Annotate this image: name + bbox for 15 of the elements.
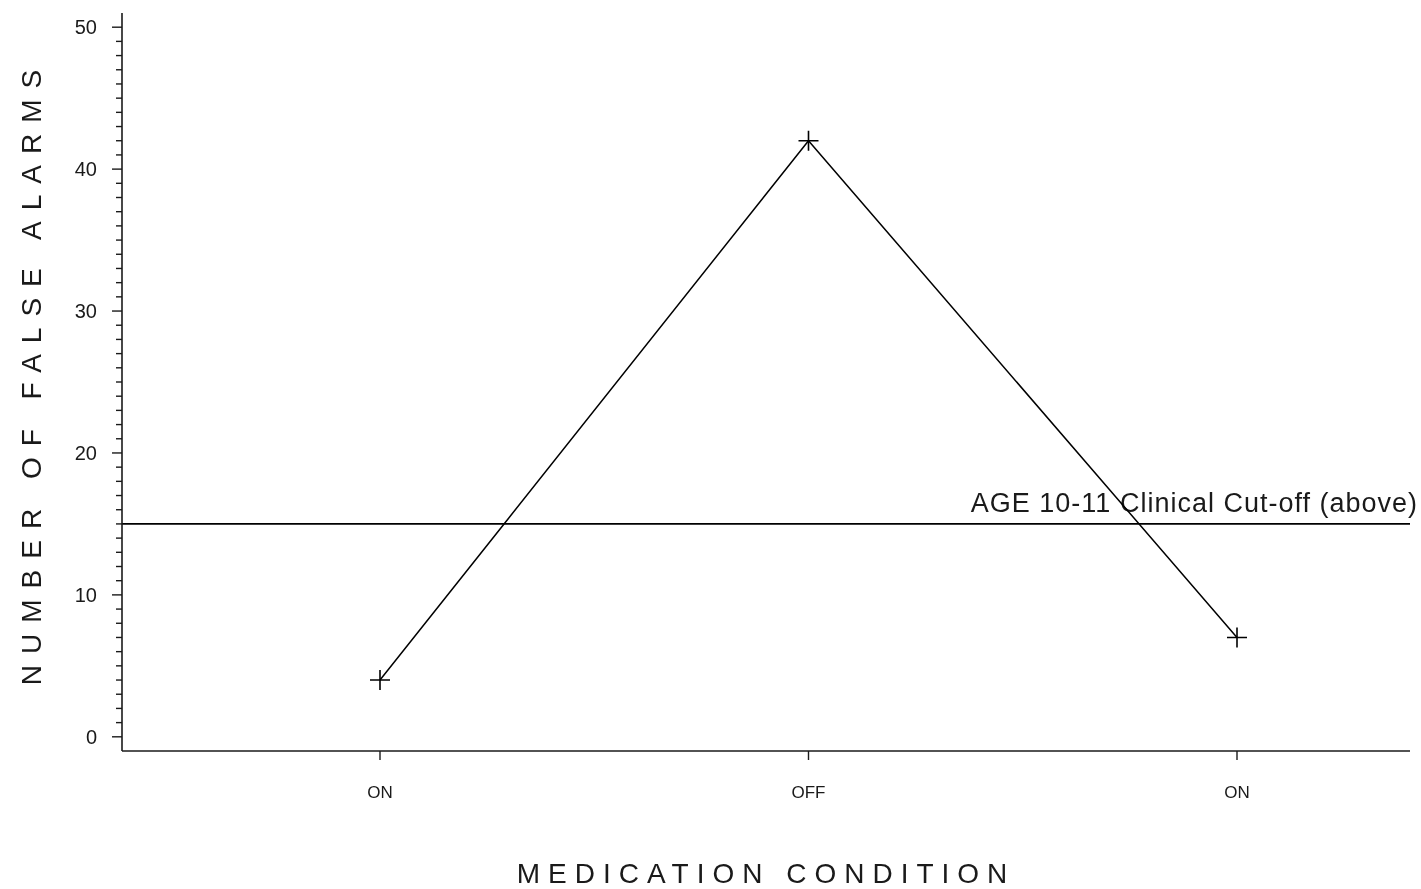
point <box>1226 626 1248 649</box>
x-tick-label: ON <box>367 783 393 803</box>
y-tick-label: 0 <box>85 726 97 749</box>
x-tick-label: ON <box>1224 783 1250 803</box>
y-tick-label: 40 <box>74 158 97 181</box>
ref-line-label: AGE 10-11 Clinical Cut-off (above) <box>970 487 1418 518</box>
y-tick-label: 30 <box>74 300 97 323</box>
y-tick-label: 10 <box>74 584 97 607</box>
y-axis-title: NUMBER OF FALSE ALARMS <box>16 58 48 686</box>
point <box>369 669 391 691</box>
point <box>797 129 820 152</box>
y-tick-label: 50 <box>74 16 97 39</box>
y-tick-label: 20 <box>74 442 97 465</box>
x-axis-title: MEDICATION CONDITION <box>516 858 1016 889</box>
x-tick-label: OFF <box>791 783 826 803</box>
